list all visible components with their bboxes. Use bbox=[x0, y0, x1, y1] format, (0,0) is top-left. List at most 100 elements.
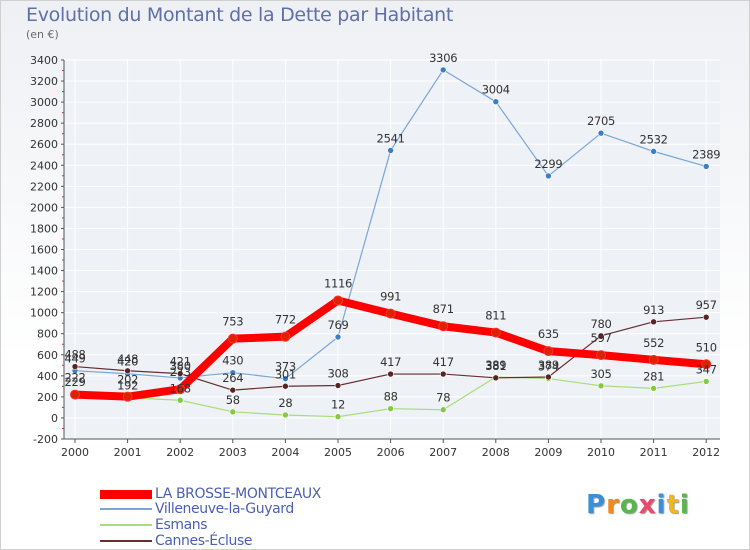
legend-swatch bbox=[100, 524, 152, 526]
data-label: 753 bbox=[222, 315, 243, 329]
chart-subtitle: (en €) bbox=[26, 28, 59, 41]
data-label: 12 bbox=[331, 398, 345, 412]
data-point bbox=[650, 318, 657, 326]
x-tick-label: 2008 bbox=[482, 446, 510, 459]
data-label: 772 bbox=[275, 313, 296, 327]
x-tick-label: 2005 bbox=[324, 446, 352, 459]
data-point bbox=[439, 406, 447, 414]
logo-letter: i bbox=[656, 490, 667, 520]
x-tick-label: 2011 bbox=[640, 446, 668, 459]
y-tick-label: 2000 bbox=[30, 201, 58, 214]
data-label: 991 bbox=[380, 290, 401, 304]
logo-letter: i bbox=[679, 490, 690, 520]
data-label: 308 bbox=[327, 367, 348, 381]
logo-letter: o bbox=[619, 490, 639, 520]
legend-swatch bbox=[100, 508, 152, 510]
data-label: 78 bbox=[436, 391, 450, 405]
logo-letter: t bbox=[666, 490, 680, 520]
data-point bbox=[648, 354, 659, 365]
data-label: 780 bbox=[590, 317, 611, 331]
data-label: 192 bbox=[117, 379, 138, 393]
data-point bbox=[490, 327, 501, 338]
data-point bbox=[282, 411, 289, 419]
x-tick-label: 2003 bbox=[219, 446, 247, 459]
y-tick-label: 2400 bbox=[30, 159, 58, 172]
x-tick-label: 2006 bbox=[377, 446, 405, 459]
data-label: 88 bbox=[384, 390, 398, 404]
x-tick-label: 2002 bbox=[166, 446, 194, 459]
data-label: 811 bbox=[485, 309, 506, 323]
data-point bbox=[438, 321, 449, 332]
legend-entry: Esmans bbox=[100, 517, 208, 533]
data-label: 2532 bbox=[640, 132, 668, 146]
data-label: 389 bbox=[538, 358, 559, 372]
data-point bbox=[385, 308, 396, 319]
chart-title: Evolution du Montant de la Dette par Hab… bbox=[26, 4, 454, 26]
data-point bbox=[387, 147, 394, 154]
data-label: 389 bbox=[485, 358, 506, 372]
data-point bbox=[227, 333, 238, 344]
logo-letter: P bbox=[586, 490, 607, 520]
data-label: 2299 bbox=[534, 157, 562, 171]
y-tick-label: 2800 bbox=[30, 117, 58, 130]
legend-label: Esmans bbox=[155, 517, 208, 533]
data-label: 168 bbox=[170, 381, 191, 395]
data-label: 58 bbox=[226, 393, 240, 407]
data-label: 448 bbox=[117, 352, 138, 366]
data-label: 510 bbox=[696, 340, 717, 354]
data-label: 417 bbox=[380, 355, 401, 369]
data-point bbox=[334, 382, 342, 389]
data-label: 2541 bbox=[377, 131, 405, 145]
legend-label: Cannes-Écluse bbox=[155, 533, 253, 549]
data-point bbox=[702, 313, 710, 321]
data-label: 28 bbox=[278, 396, 292, 410]
data-point bbox=[122, 391, 133, 402]
data-point bbox=[229, 408, 237, 416]
y-tick-label: 2600 bbox=[30, 138, 58, 151]
data-label: 2389 bbox=[692, 147, 720, 161]
data-label: 871 bbox=[433, 302, 454, 316]
data-point bbox=[543, 346, 554, 357]
y-tick-label: 400 bbox=[37, 370, 58, 383]
data-label: 380 bbox=[170, 359, 191, 373]
data-point bbox=[334, 413, 342, 420]
data-label: 229 bbox=[64, 375, 85, 389]
data-point bbox=[124, 367, 131, 375]
data-label: 449 bbox=[64, 352, 85, 366]
data-point bbox=[282, 375, 289, 382]
data-point bbox=[597, 332, 605, 340]
y-tick-label: 800 bbox=[37, 328, 58, 341]
data-label: 420 bbox=[117, 355, 138, 369]
x-tick-label: 2010 bbox=[587, 446, 615, 459]
y-tick-label: 1600 bbox=[30, 244, 58, 257]
legend-label: LA BROSSE-MONTCEAUX bbox=[155, 486, 321, 502]
y-tick-label: 200 bbox=[37, 391, 58, 404]
data-point bbox=[439, 66, 447, 74]
data-label: 552 bbox=[643, 336, 664, 350]
y-tick-label: 1400 bbox=[30, 265, 58, 278]
data-point bbox=[650, 385, 657, 392]
y-tick-label: 600 bbox=[37, 349, 58, 362]
data-point bbox=[545, 172, 552, 180]
data-point bbox=[701, 359, 712, 370]
y-tick-label: -200 bbox=[33, 433, 58, 446]
data-point bbox=[282, 382, 289, 390]
data-point bbox=[492, 98, 500, 105]
logo-letter: x bbox=[638, 490, 657, 520]
data-point bbox=[492, 374, 500, 382]
proxiti-logo: Proxiti bbox=[586, 490, 690, 520]
data-point bbox=[702, 378, 710, 385]
data-label: 347 bbox=[696, 362, 717, 376]
data-label: 1116 bbox=[324, 276, 352, 290]
legend-entry: LA BROSSE-MONTCEAUX bbox=[100, 486, 321, 502]
data-point bbox=[229, 369, 237, 376]
y-tick-label: 3000 bbox=[30, 96, 58, 109]
y-tick-label: 1200 bbox=[30, 286, 58, 299]
data-label: 3306 bbox=[429, 51, 457, 65]
data-label: 597 bbox=[590, 331, 611, 345]
data-label: 417 bbox=[433, 355, 454, 369]
logo-letter: r bbox=[606, 490, 620, 520]
y-tick-label: 3400 bbox=[30, 54, 58, 67]
legend-entry: Cannes-Écluse bbox=[100, 533, 252, 549]
